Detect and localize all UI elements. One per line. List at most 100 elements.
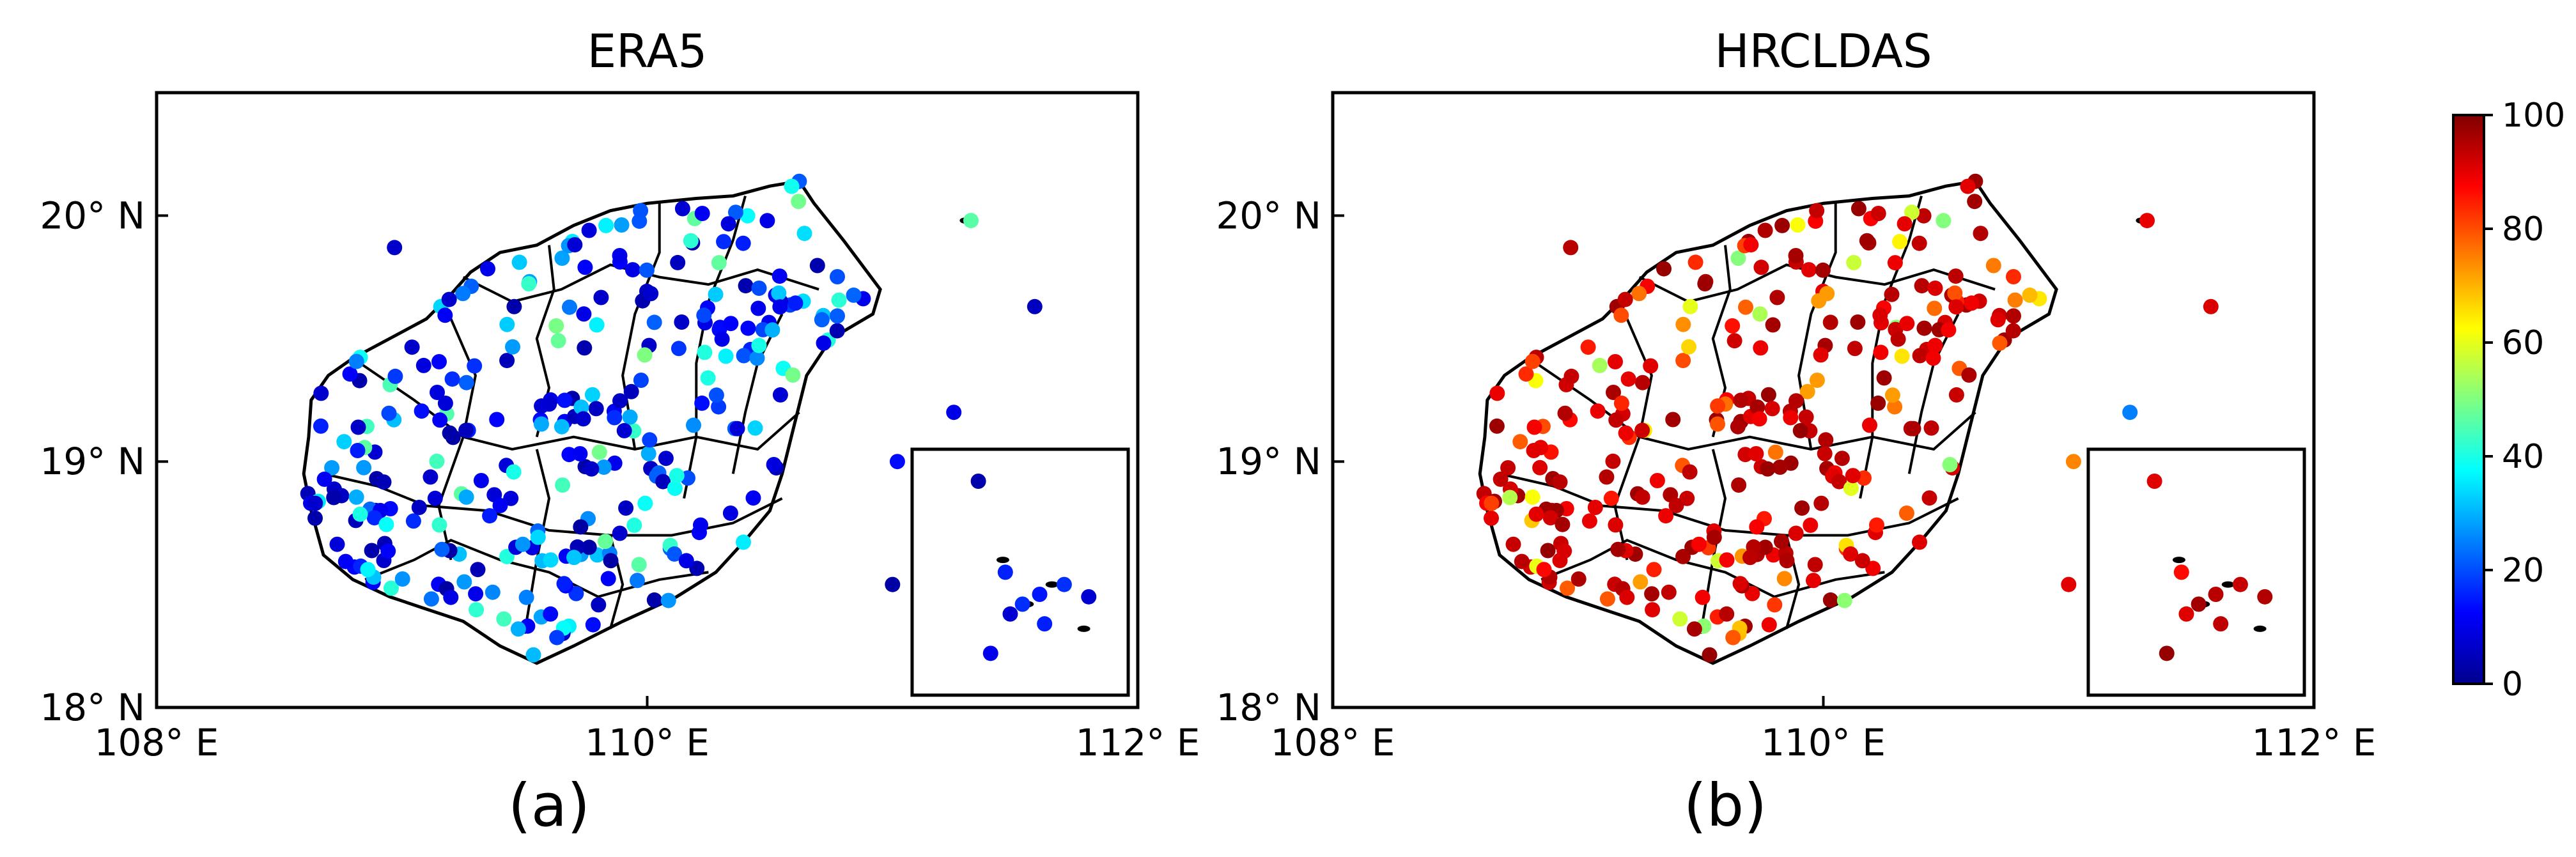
- station-point: [970, 474, 986, 489]
- station-point: [581, 539, 597, 555]
- station-point: [1634, 374, 1650, 390]
- station-point: [1702, 647, 1718, 663]
- station-point: [751, 281, 767, 296]
- station-point: [1831, 474, 1847, 490]
- station-point: [660, 592, 676, 608]
- station-point: [1750, 399, 1765, 415]
- station-point: [736, 348, 752, 364]
- station-point: [468, 586, 484, 602]
- station-point: [1948, 299, 1964, 315]
- station-point: [348, 353, 364, 369]
- station-point: [381, 405, 397, 421]
- station-point: [1898, 506, 1914, 521]
- inset-station-point: [1081, 589, 1097, 605]
- station-point: [2139, 213, 2155, 229]
- station-point: [693, 517, 708, 533]
- station-point: [577, 340, 593, 356]
- inset-station-point: [1002, 606, 1018, 622]
- station-point: [1870, 206, 1886, 221]
- station-point: [1807, 557, 1823, 573]
- station-point: [963, 213, 979, 229]
- station-point: [458, 489, 474, 505]
- station-point: [1905, 421, 1921, 436]
- station-point: [622, 409, 638, 425]
- station-point: [642, 432, 658, 448]
- station-point: [470, 562, 486, 578]
- station-point: [2005, 323, 2021, 339]
- station-point: [1502, 490, 1518, 506]
- station-point: [555, 477, 571, 493]
- x-tick-label: 112° E: [2252, 721, 2377, 764]
- station-point: [1489, 418, 1505, 434]
- station-point: [1525, 489, 1540, 505]
- small-island: [1077, 625, 1090, 632]
- colorbar-tick-label: 0: [2502, 665, 2523, 704]
- station-point: [2006, 269, 2021, 284]
- station-point: [1794, 500, 1810, 516]
- station-point: [432, 412, 448, 428]
- station-point: [593, 290, 609, 305]
- station-point: [1973, 226, 1989, 242]
- station-point: [1620, 371, 1636, 387]
- station-point: [658, 451, 674, 467]
- station-point: [423, 591, 439, 607]
- station-point: [711, 399, 727, 415]
- station-point: [1925, 350, 1941, 366]
- station-point: [1788, 393, 1804, 409]
- station-point: [584, 387, 600, 403]
- station-point: [1633, 574, 1649, 590]
- station-point: [556, 576, 572, 592]
- station-point: [791, 194, 807, 210]
- station-point: [640, 445, 656, 461]
- station-point: [411, 500, 427, 515]
- inset-station-point: [2191, 596, 2207, 612]
- station-point: [1599, 469, 1615, 485]
- panel-title: ERA5: [587, 24, 708, 78]
- station-point: [329, 536, 345, 552]
- station-point: [788, 295, 803, 311]
- station-point: [736, 534, 751, 550]
- station-point: [1992, 335, 2008, 351]
- station-point: [499, 353, 515, 369]
- station-point: [350, 443, 366, 458]
- inset-station-point: [1014, 596, 1030, 612]
- station-point: [467, 358, 483, 374]
- station-point: [751, 337, 767, 353]
- colorbar-tick-label: 20: [2502, 552, 2544, 590]
- station-point: [1927, 300, 1943, 316]
- colorbar-tick-label: 80: [2502, 210, 2544, 249]
- inset-station-point: [982, 645, 998, 661]
- station-point: [1845, 468, 1861, 484]
- small-island: [2253, 625, 2267, 632]
- station-point: [598, 534, 613, 550]
- station-point: [2203, 298, 2219, 314]
- station-point: [1942, 457, 1958, 472]
- station-point: [1779, 553, 1795, 569]
- station-point: [1897, 216, 1913, 232]
- station-point: [442, 425, 458, 441]
- station-point: [336, 434, 352, 450]
- station-point: [700, 370, 716, 386]
- station-point: [1528, 506, 1544, 522]
- station-point: [1798, 409, 1814, 425]
- y-tick-label: 18° N: [40, 686, 145, 729]
- station-point: [1843, 546, 1859, 562]
- inset-station-point: [997, 564, 1013, 580]
- station-point: [1536, 562, 1552, 578]
- station-point: [614, 217, 630, 233]
- station-point: [1656, 261, 1672, 277]
- station-point: [589, 317, 605, 333]
- station-point: [1813, 495, 1829, 511]
- colorbar-tick-label: 60: [2502, 324, 2544, 362]
- station-point: [1876, 370, 1892, 386]
- station-point: [1990, 312, 2006, 328]
- station-point: [356, 459, 372, 475]
- station-point: [444, 371, 460, 387]
- station-point: [2061, 576, 2077, 592]
- station-point: [352, 506, 368, 522]
- station-point: [1710, 416, 1725, 432]
- station-point: [1927, 281, 1943, 296]
- station-point: [1916, 208, 1932, 224]
- station-point: [1608, 517, 1624, 533]
- station-point: [1631, 286, 1647, 302]
